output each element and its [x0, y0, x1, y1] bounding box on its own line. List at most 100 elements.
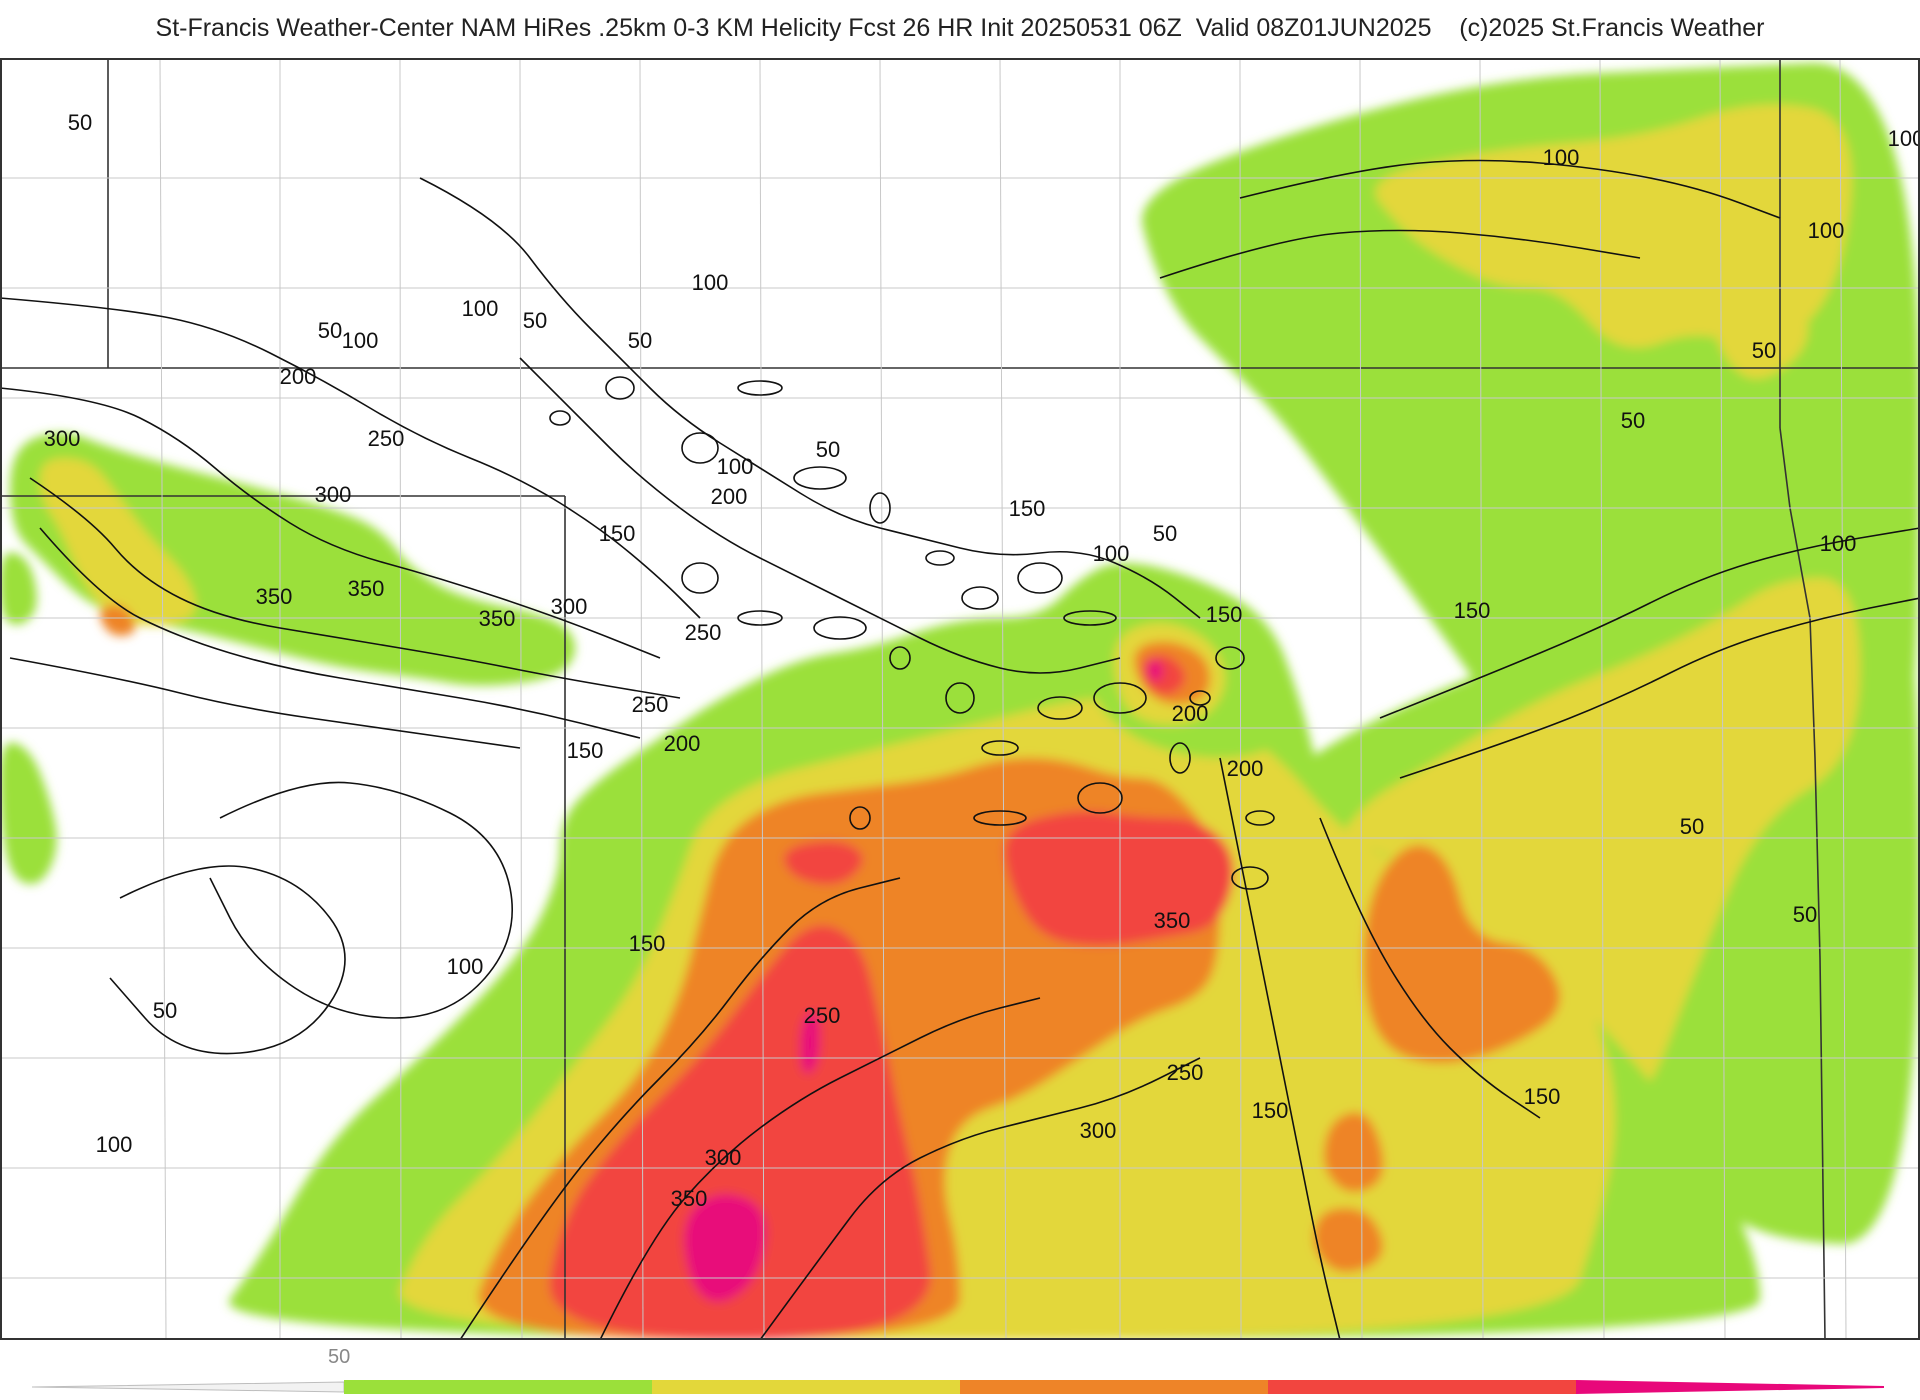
contour-line-3: [39, 527, 641, 739]
helicity-fill-200-11: [1004, 811, 1234, 946]
helicity-fill-250-9: [684, 1194, 766, 1302]
contour-label-50: 50: [68, 110, 92, 135]
legend-taper-right: [1576, 1380, 1884, 1394]
contour-line-15: [1159, 229, 1641, 279]
contour-line-13: [1379, 527, 1920, 719]
contour-ring-11: [945, 682, 975, 714]
map-frame: [0, 58, 1920, 1340]
contour-label-50: 50: [1153, 521, 1177, 546]
contour-label-50: 50: [1793, 902, 1817, 927]
helicity-fill-150-23: [100, 605, 135, 636]
state-boundary-5: [1779, 427, 1826, 1340]
contour-label-200: 200: [1172, 701, 1209, 726]
helicity-fill-50-24: [0, 742, 57, 884]
helicity-fill-150-15: [1313, 1208, 1383, 1272]
legend-swatch-150: [960, 1380, 1268, 1394]
contour-ring-23: [1077, 782, 1123, 814]
helicity-fill-50-25: [0, 552, 37, 625]
county-line-v-6: [879, 58, 886, 1340]
contour-line-10: [1219, 757, 1341, 1340]
contour-label-50: 50: [1621, 408, 1645, 433]
contour-label-350: 350: [348, 576, 385, 601]
contour-ring-24: [973, 810, 1027, 826]
county-line-v-3: [519, 58, 523, 1340]
county-line-v-0: [159, 58, 167, 1340]
contour-ring-22: [1231, 866, 1269, 890]
contour-label-250: 250: [1167, 1060, 1204, 1085]
legend-swatch-200: [1268, 1380, 1576, 1394]
contour-label-350: 350: [479, 606, 516, 631]
legend-taper-left: [31, 1381, 345, 1393]
contour-label-300: 300: [705, 1145, 742, 1170]
contour-ring-16: [1215, 646, 1245, 670]
contour-label-300: 300: [1080, 1118, 1117, 1143]
contour-label-100: 100: [1543, 145, 1580, 170]
contour-ring-9: [1063, 610, 1117, 626]
contour-label-50: 50: [153, 998, 177, 1023]
contour-ring-0: [549, 410, 571, 426]
contour-ring-3: [737, 380, 783, 396]
helicity-fill-100-2: [1708, 266, 1808, 379]
contour-label-100: 100: [447, 954, 484, 979]
contour-label-300: 300: [315, 482, 352, 507]
contour-line-0: [0, 297, 701, 619]
contour-label-50: 50: [523, 308, 547, 333]
contour-label-250: 250: [632, 692, 669, 717]
contour-label-200: 200: [664, 731, 701, 756]
contour-ring-15: [1189, 690, 1211, 706]
county-line-v-10: [1359, 58, 1363, 1340]
contour-label-150: 150: [1454, 598, 1491, 623]
contour-ring-19: [813, 616, 867, 640]
county-line-v-13: [1719, 58, 1726, 1340]
contour-line-1: [0, 387, 661, 659]
contour-line-7: [459, 877, 901, 1340]
contour-label-150: 150: [599, 521, 636, 546]
contour-label-350: 350: [256, 584, 293, 609]
contour-label-150: 150: [567, 738, 604, 763]
contour-label-50: 50: [1680, 814, 1704, 839]
contour-label-250: 250: [685, 620, 722, 645]
legend-swatch-50: [344, 1380, 652, 1394]
helicity-fill-100-22: [40, 458, 196, 626]
contour-label-350: 350: [671, 1186, 708, 1211]
contour-label-50: 50: [628, 328, 652, 353]
contour-label-100: 100: [462, 296, 499, 321]
helicity-fill-200-8: [549, 925, 931, 1340]
contour-ring-17: [681, 562, 719, 594]
contour-label-100: 100: [342, 328, 379, 353]
legend-swatch-100: [652, 1380, 960, 1394]
county-line-v-4: [639, 58, 644, 1340]
county-line-v-9: [1239, 58, 1242, 1340]
contour-label-100: 100: [1093, 541, 1130, 566]
contour-line-2: [29, 477, 681, 699]
contour-ring-20: [1169, 742, 1191, 774]
contour-ring-25: [849, 806, 871, 830]
contour-line-6: [519, 357, 1121, 674]
helicity-fill-250-20: [1146, 660, 1164, 681]
contour-label-150: 150: [629, 931, 666, 956]
contour-label-150: 150: [1524, 1084, 1561, 1109]
contour-ring-18: [737, 610, 783, 626]
helicity-fill-200-12: [784, 841, 863, 885]
helicity-fill-50-26: [1437, 468, 1514, 515]
contour-label-200: 200: [711, 484, 748, 509]
contour-label-50: 50: [1752, 338, 1776, 363]
contour-label-100: 100: [717, 454, 754, 479]
contour-label-50: 50: [318, 318, 342, 343]
contour-label-50: 50: [816, 437, 840, 462]
contour-ring-4: [793, 466, 847, 490]
county-line-v-14: [1839, 58, 1847, 1340]
contour-line-12: [1399, 597, 1920, 779]
contour-line-16: [209, 781, 513, 1019]
helicity-fill-50-27: [1583, 448, 1646, 485]
contour-ring-21: [1245, 810, 1275, 826]
county-line-v-2: [399, 58, 402, 1340]
chart-title: St-Francis Weather-Center NAM HiRes .25k…: [155, 14, 1765, 42]
contour-ring-2: [681, 432, 719, 464]
contour-label-100: 100: [1808, 218, 1845, 243]
contour-label-300: 300: [551, 594, 588, 619]
contour-line-8: [599, 997, 1041, 1340]
contour-label-150: 150: [1252, 1098, 1289, 1123]
contour-label-100: 100: [692, 270, 729, 295]
county-line-v-12: [1599, 58, 1605, 1340]
